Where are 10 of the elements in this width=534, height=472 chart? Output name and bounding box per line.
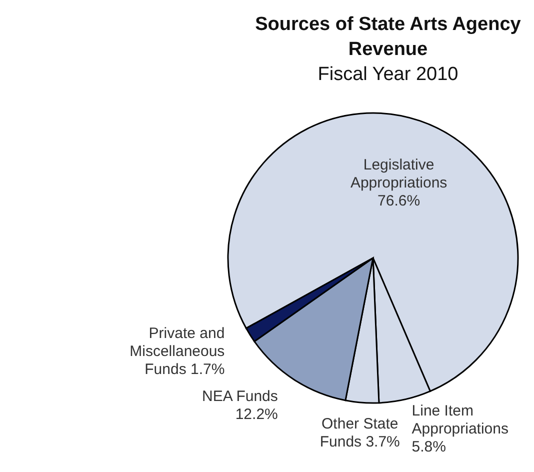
data-label: 12.2% [235,406,278,423]
data-label: 76.6% [378,192,420,210]
slice-label: Other State Funds 3.7% [320,416,400,451]
slice-label: Line Item Appropriations [412,402,509,438]
slice-label: NEA Funds [202,388,278,405]
slice-label: Private and Miscellaneous Funds 1.7% [130,324,225,378]
slice-label: Legislative Appropriations [350,156,448,192]
data-label: 5.8% [412,438,446,456]
chart-title: Sources of State Arts Agency Revenue [254,13,522,62]
chart-subtitle: Fiscal Year 2010 [316,63,460,87]
